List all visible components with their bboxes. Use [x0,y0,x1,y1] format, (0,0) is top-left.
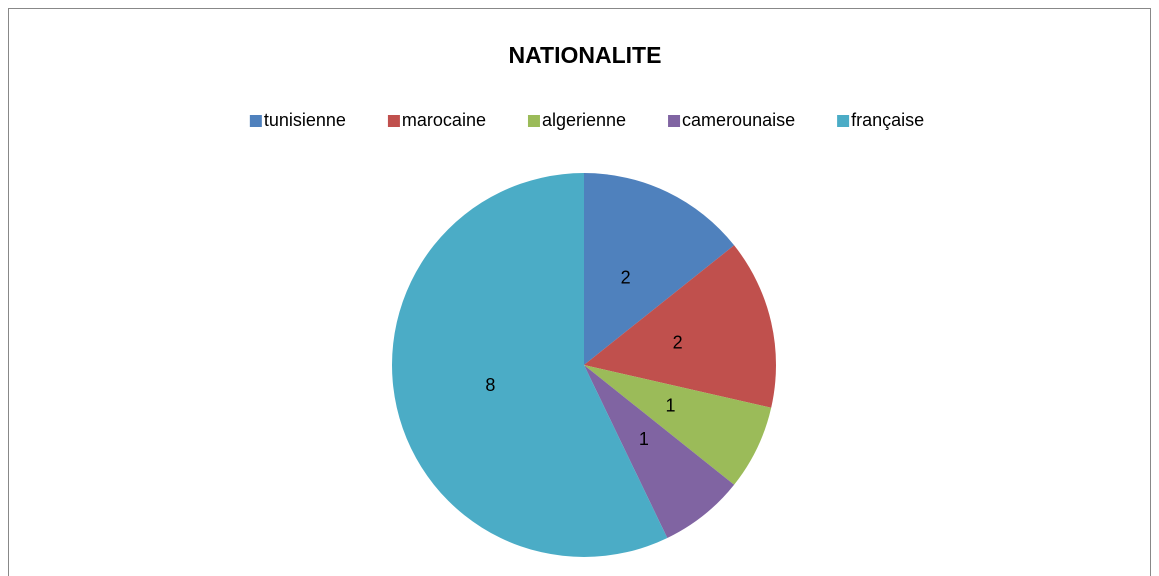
legend-swatch [387,115,400,127]
value-label: 1 [639,429,649,449]
legend-swatch [249,115,262,127]
legend-swatch [837,115,850,127]
value-label: 8 [485,375,495,395]
pie-slice [584,365,735,538]
legend-text: marocaine [402,110,486,130]
legend-text: française [851,110,924,130]
legend-text: camerounaise [682,110,795,130]
value-label: 2 [673,332,683,352]
pie-slice [584,245,777,408]
pie-slice [584,173,735,365]
legend: tunisienne marocaine algerienne camerounais… [249,110,924,130]
legend-text: tunisienne [264,110,346,130]
legend-swatch [668,115,681,127]
chart-title: NATIONALITE [509,42,662,68]
value-label: 2 [621,267,631,287]
value-label: 1 [665,395,675,415]
legend-text: algerienne [542,110,626,130]
pie-slice [391,173,668,557]
chart-border [8,8,1151,576]
pie-slice [584,365,772,485]
legend-swatch [527,115,540,127]
